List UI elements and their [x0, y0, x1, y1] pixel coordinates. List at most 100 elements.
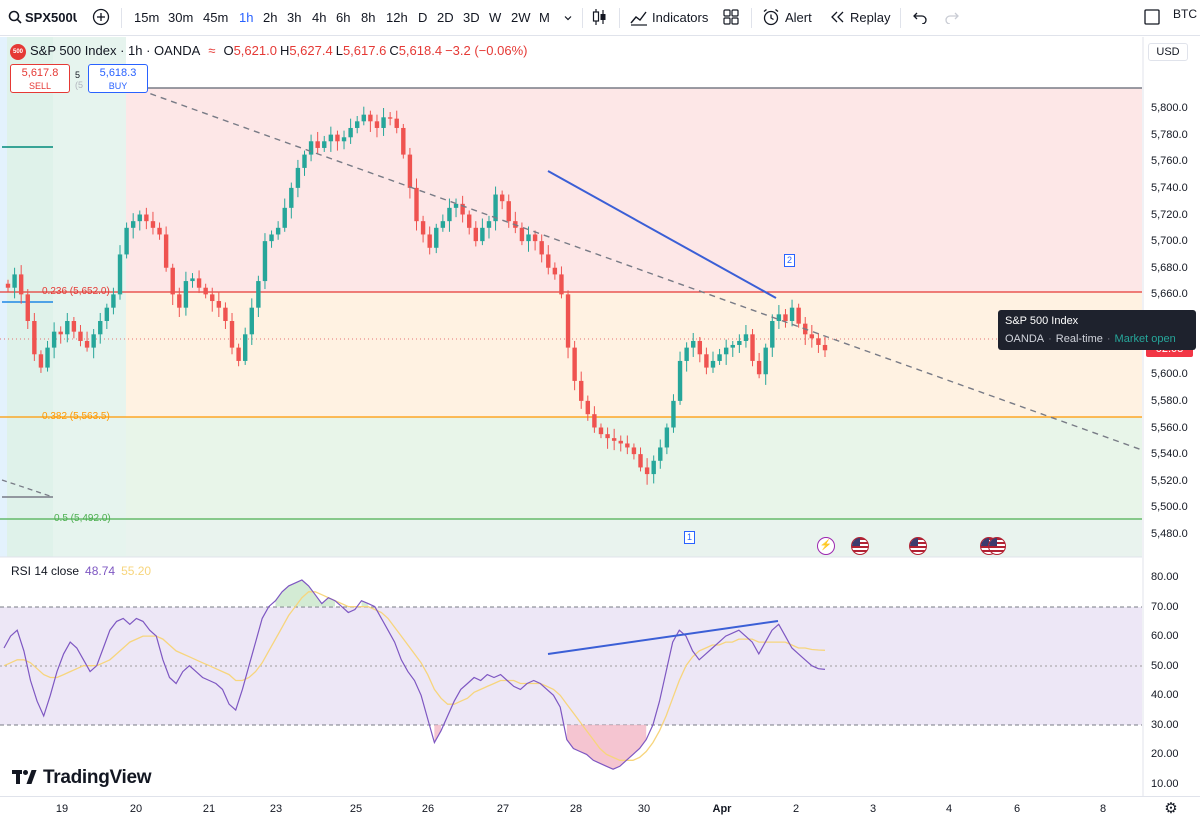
- chart-canvas[interactable]: [0, 36, 1200, 796]
- candle-body: [355, 121, 360, 128]
- interval-2w[interactable]: 2W: [511, 10, 531, 25]
- candle-body: [144, 214, 149, 222]
- interval-1h[interactable]: 1h: [239, 10, 254, 25]
- us-flag-event-icon[interactable]: [988, 537, 1006, 555]
- indicators-button[interactable]: Indicators: [652, 10, 709, 25]
- candle-body: [644, 467, 650, 475]
- candle-body: [91, 334, 96, 348]
- candle-body: [559, 274, 564, 295]
- candle-body: [789, 307, 795, 321]
- candle-body: [480, 227, 485, 242]
- candle-body: [249, 307, 254, 335]
- legend-open: 5,621.0: [233, 43, 277, 58]
- marker-1[interactable]: 1: [684, 531, 695, 544]
- interval-1w[interactable]: W: [489, 10, 502, 25]
- candle-body: [473, 227, 478, 242]
- time-axis[interactable]: [0, 796, 1200, 824]
- candle-body: [467, 214, 472, 228]
- candle-body: [691, 340, 696, 348]
- rsi-axis-label: 70.00: [1151, 600, 1179, 613]
- top-toolbar: SPX500USD 15m 30m 45m 1h 2h 3h 4h 6h 8h …: [0, 0, 1200, 36]
- candle-body: [242, 334, 248, 361]
- candle-body: [783, 314, 788, 321]
- replay-icon[interactable]: [829, 0, 845, 36]
- price-axis-label: 5,800.0: [1151, 102, 1188, 114]
- blue-trendline-price[interactable]: [547, 170, 777, 299]
- interval-1d[interactable]: D: [418, 10, 428, 25]
- tradingview-logo[interactable]: TradingView: [12, 766, 152, 790]
- interval-45m[interactable]: 45m: [203, 10, 229, 25]
- replay-button[interactable]: Replay: [850, 10, 891, 25]
- candle-body: [585, 400, 591, 415]
- account-label[interactable]: BTC: [1173, 7, 1197, 21]
- candle-body: [5, 283, 11, 288]
- rsi-legend[interactable]: RSI 14 close 48.74 55.20: [11, 564, 151, 578]
- candle-body: [196, 278, 202, 288]
- candle-body: [539, 241, 544, 255]
- candle-body: [493, 194, 498, 222]
- tooltip-mode: Real-time: [1055, 333, 1103, 345]
- rsi-axis-label: 10.00: [1151, 778, 1179, 790]
- candle-body: [717, 354, 722, 361]
- us-flag-event-icon[interactable]: [909, 537, 927, 555]
- redo-icon[interactable]: [944, 0, 960, 36]
- undo-icon[interactable]: [912, 0, 928, 36]
- candle-body: [275, 227, 281, 235]
- candle-body: [269, 234, 274, 242]
- interval-6h[interactable]: 6h: [336, 10, 351, 25]
- chevron-down-icon[interactable]: [563, 0, 573, 36]
- layouts-icon[interactable]: [723, 0, 739, 36]
- fullscreen-icon[interactable]: [1144, 0, 1160, 36]
- search-icon[interactable]: [8, 0, 22, 36]
- candle-body: [282, 207, 287, 228]
- candle-body: [289, 187, 294, 208]
- candle-body: [130, 221, 136, 228]
- candle-body: [223, 307, 228, 321]
- fib-label-382: 0.382 (5,563.5): [42, 411, 110, 422]
- tradingview-logo-text: TradingView: [43, 767, 152, 788]
- us-flag-event-icon[interactable]: [851, 537, 869, 555]
- interval-30m[interactable]: 30m: [168, 10, 194, 25]
- interval-3d[interactable]: 3D: [463, 10, 480, 25]
- sell-button[interactable]: 5,617.8 SELL: [10, 64, 70, 93]
- interval-2d[interactable]: 2D: [437, 10, 454, 25]
- time-axis-label: Apr: [712, 803, 732, 815]
- add-symbol-icon[interactable]: [92, 0, 110, 36]
- alert-button[interactable]: Alert: [785, 10, 812, 25]
- fib-zone-382-500: [126, 417, 1142, 519]
- candle-body: [770, 321, 775, 348]
- time-axis-label: 3: [869, 803, 877, 815]
- interval-12h[interactable]: 12h: [386, 10, 408, 25]
- dashed-trendline[interactable]: [139, 89, 1143, 451]
- candle-body: [341, 137, 347, 142]
- candle-body: [677, 360, 683, 401]
- legend-change: −3.2 (−0.06%): [445, 43, 528, 58]
- candle-body: [763, 347, 768, 375]
- blue-trendline-rsi[interactable]: [547, 620, 779, 655]
- alert-icon[interactable]: [762, 0, 780, 36]
- candle-body: [625, 443, 630, 448]
- currency-selector[interactable]: USD: [1148, 43, 1188, 61]
- buy-button[interactable]: 5,618.3 BUY: [88, 64, 148, 93]
- symbol-search[interactable]: SPX500USD: [25, 10, 77, 25]
- candle-body: [420, 221, 426, 235]
- legend-title[interactable]: S&P 500 Index · 1h · OANDA: [30, 43, 201, 58]
- indicators-icon[interactable]: [630, 0, 648, 36]
- rsi-axis-label: 40.00: [1151, 689, 1179, 702]
- interval-2h[interactable]: 2h: [263, 10, 278, 25]
- interval-15m[interactable]: 15m: [134, 10, 160, 25]
- interval-3h[interactable]: 3h: [287, 10, 302, 25]
- candle-type-icon[interactable]: [591, 0, 607, 36]
- interval-4h[interactable]: 4h: [312, 10, 327, 25]
- interval-1m[interactable]: M: [539, 10, 550, 25]
- sell-label: SELL: [28, 81, 52, 91]
- marker-2[interactable]: 2: [784, 254, 795, 267]
- settings-gear-icon[interactable]: ⚙: [1164, 800, 1178, 817]
- candle-body: [183, 281, 189, 308]
- time-axis-label: 26: [421, 803, 435, 815]
- candle-body: [631, 447, 637, 455]
- candle-body: [45, 347, 50, 368]
- interval-8h[interactable]: 8h: [361, 10, 376, 25]
- dividend-event-icon[interactable]: ⚡: [817, 537, 835, 555]
- symbol-tooltip: S&P 500 Index OANDA · Real-time · Market ope…: [998, 310, 1196, 350]
